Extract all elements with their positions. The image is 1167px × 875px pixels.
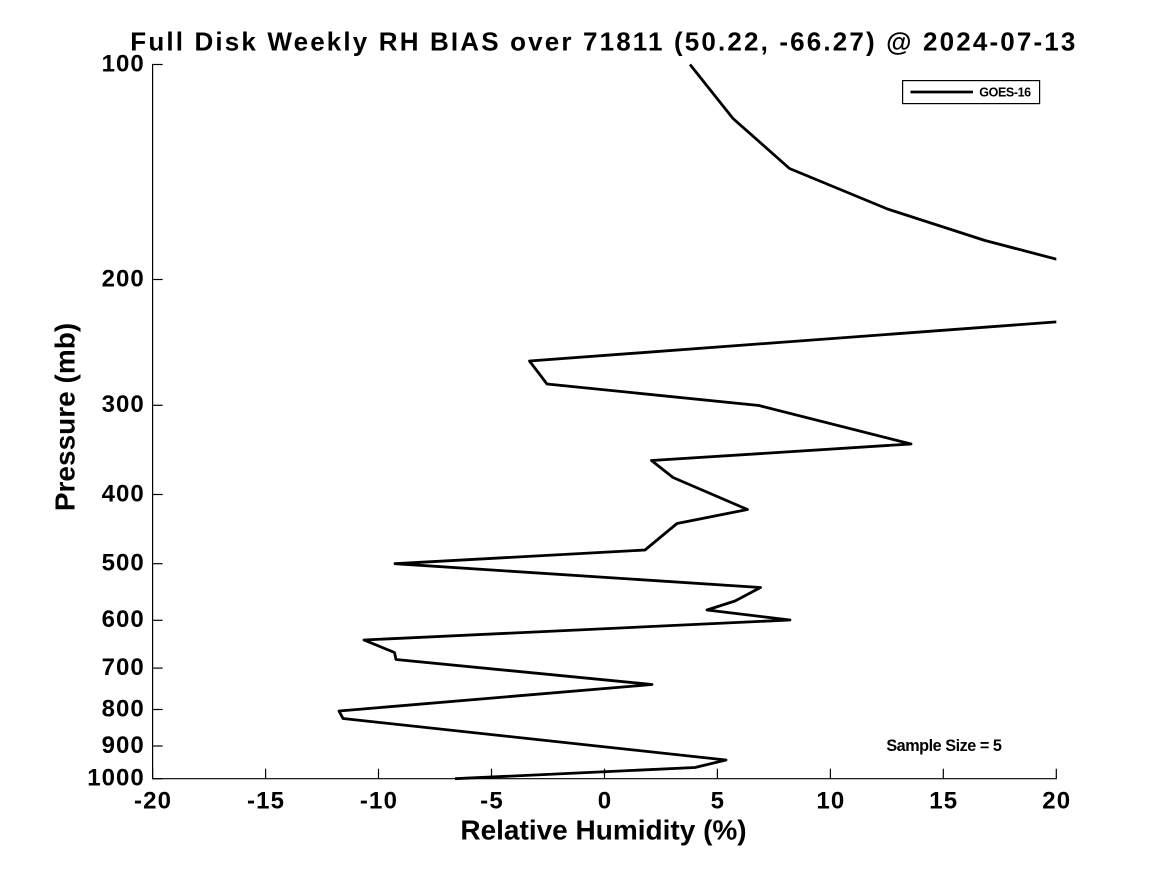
svg-text:Full Disk Weekly RH BIAS over: Full Disk Weekly RH BIAS over 71811 (50.… <box>130 26 1077 56</box>
svg-text:Sample Size = 5: Sample Size = 5 <box>886 737 1002 755</box>
svg-text:0: 0 <box>598 788 613 815</box>
svg-text:15: 15 <box>929 788 958 815</box>
svg-text:800: 800 <box>102 695 145 722</box>
svg-text:-15: -15 <box>247 788 285 815</box>
svg-text:-10: -10 <box>360 788 398 815</box>
svg-text:10: 10 <box>816 788 845 815</box>
svg-text:100: 100 <box>102 50 145 77</box>
svg-text:300: 300 <box>102 391 145 418</box>
svg-text:5: 5 <box>711 788 726 815</box>
svg-text:-20: -20 <box>134 788 172 815</box>
svg-text:900: 900 <box>102 732 145 759</box>
svg-text:200: 200 <box>102 265 145 292</box>
svg-text:500: 500 <box>102 550 145 577</box>
svg-text:GOES-16: GOES-16 <box>979 85 1031 99</box>
svg-text:600: 600 <box>102 606 145 633</box>
svg-text:700: 700 <box>102 654 145 681</box>
svg-text:-5: -5 <box>480 788 504 815</box>
svg-text:1000: 1000 <box>87 765 144 792</box>
svg-text:Pressure (mb): Pressure (mb) <box>50 323 81 511</box>
svg-text:20: 20 <box>1042 788 1071 815</box>
svg-text:400: 400 <box>102 480 145 507</box>
svg-text:Relative Humidity (%): Relative Humidity (%) <box>460 815 746 846</box>
